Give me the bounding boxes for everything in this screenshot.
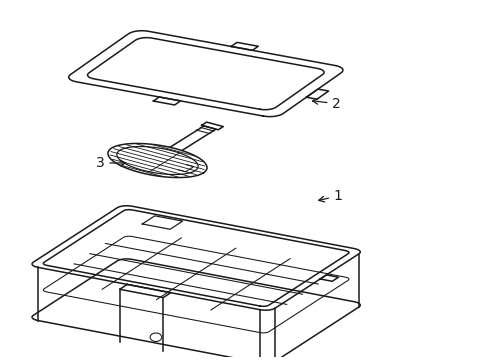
Text: 2: 2 <box>312 97 341 111</box>
Text: 3: 3 <box>95 156 125 170</box>
Text: 1: 1 <box>318 189 342 203</box>
